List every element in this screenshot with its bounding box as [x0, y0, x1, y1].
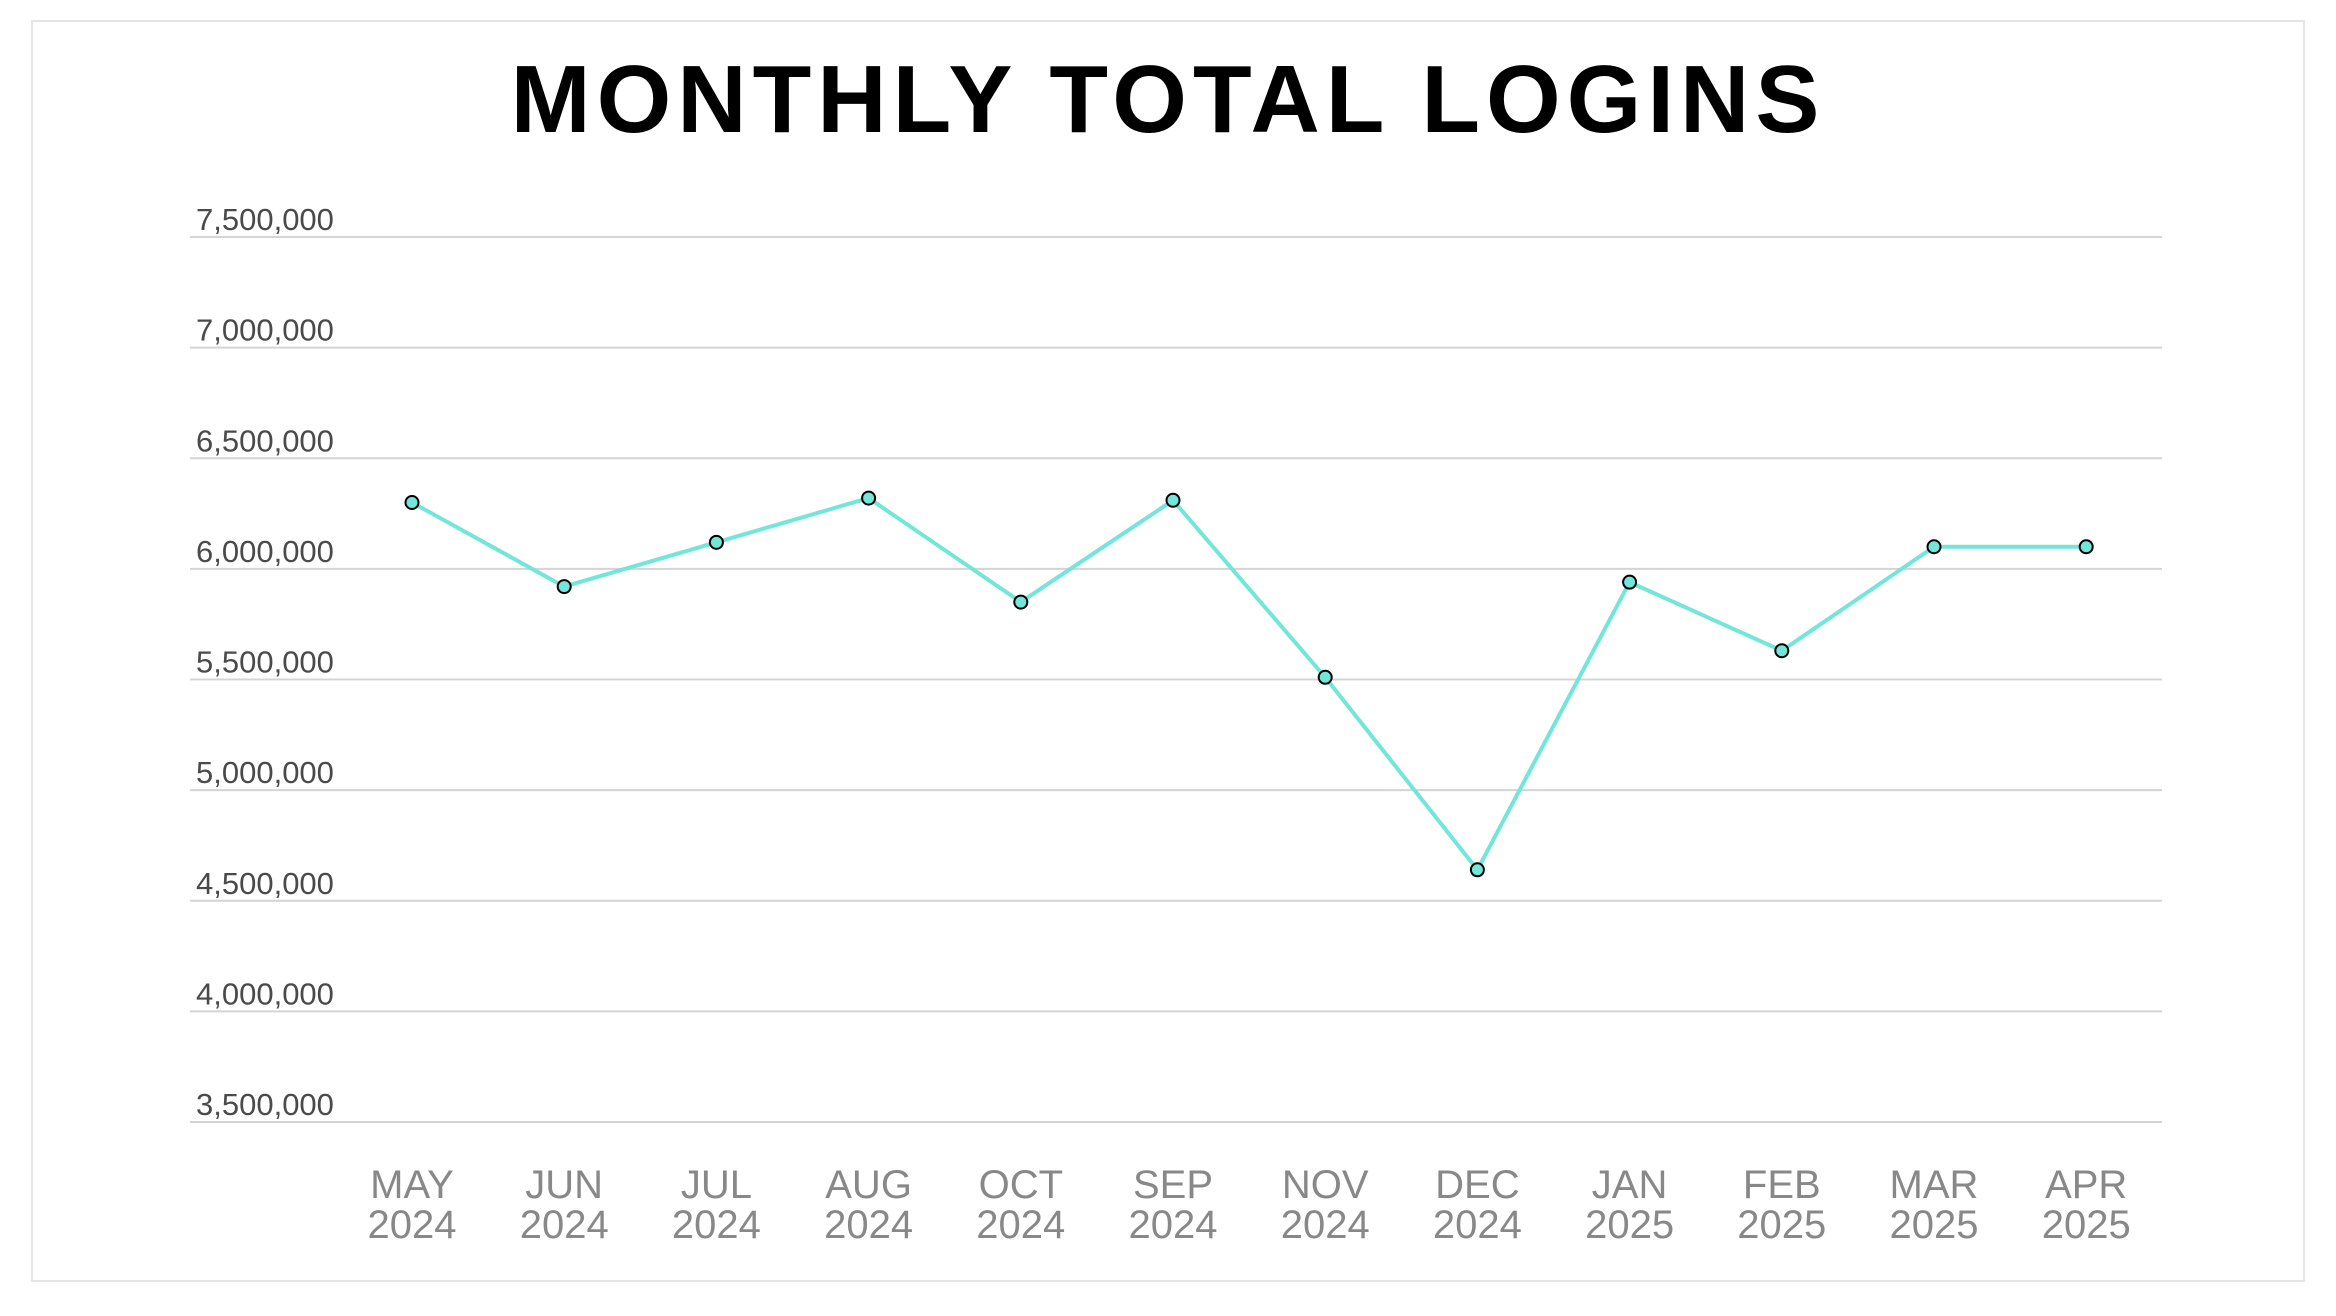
- y-tick-label: 6,000,000: [196, 534, 334, 569]
- x-tick-label: JAN 2025: [1585, 1163, 1674, 1247]
- x-tick-label: FEB 2025: [1737, 1163, 1826, 1247]
- data-point: [861, 490, 877, 506]
- data-point: [708, 534, 724, 550]
- x-tick-label: APR 2025: [2042, 1163, 2131, 1247]
- x-tick-month: NOV: [1282, 1163, 1369, 1207]
- series-line-group: [411, 496, 2087, 872]
- data-point: [404, 495, 420, 510]
- x-tick-month: APR: [2045, 1163, 2127, 1207]
- data-point: [1165, 492, 1181, 508]
- y-tick-label: 6,500,000: [196, 423, 334, 458]
- x-tick-month: SEP: [1133, 1163, 1213, 1207]
- data-point: [1774, 643, 1790, 659]
- x-tick-year: 2024: [1281, 1203, 1370, 1247]
- x-tick-month: FEB: [1743, 1163, 1821, 1207]
- y-tick-label: 7,000,000: [196, 313, 334, 348]
- x-tick-year: 2025: [1585, 1203, 1674, 1247]
- x-tick-month: JUN: [525, 1163, 603, 1207]
- x-tick-label: NOV 2024: [1281, 1163, 1370, 1247]
- x-tick-year: 2025: [1737, 1203, 1826, 1247]
- chart-title: MONTHLY TOTAL LOGINS: [510, 46, 1826, 153]
- x-tick-label: JUN 2024: [520, 1163, 609, 1247]
- x-tick-month: DEC: [1435, 1163, 1519, 1207]
- data-point: [1013, 594, 1029, 610]
- gridlines: [190, 236, 2162, 1123]
- data-point: [1926, 539, 1942, 555]
- x-tick-year: 2025: [1890, 1203, 1979, 1247]
- y-tick-label: 7,500,000: [196, 202, 334, 237]
- x-tick-year: 2024: [1433, 1203, 1522, 1247]
- x-tick-label: SEP 2024: [1129, 1163, 1218, 1247]
- x-tick-month: MAR: [1890, 1163, 1979, 1207]
- x-tick-year: 2024: [1129, 1203, 1218, 1247]
- x-tick-label: MAY 2024: [368, 1163, 457, 1247]
- y-tick-label: 3,500,000: [196, 1087, 334, 1122]
- data-point: [1317, 669, 1333, 685]
- x-tick-year: 2024: [672, 1203, 761, 1247]
- x-tick-year: 2024: [368, 1203, 457, 1247]
- x-tick-month: MAY: [370, 1163, 454, 1207]
- y-tick-label: 4,000,000: [196, 976, 334, 1011]
- y-tick-label: 4,500,000: [196, 866, 334, 901]
- x-tick-label: OCT 2024: [976, 1163, 1065, 1247]
- y-axis-tick-labels: 3,500,000 4,000,000 4,500,000 5,000,000 5,50…: [196, 202, 334, 1122]
- series-line: [411, 496, 2087, 872]
- data-point: [556, 579, 572, 595]
- x-tick-label: MAR 2025: [1890, 1163, 1979, 1247]
- data-point: [2078, 539, 2094, 555]
- x-tick-year: 2025: [2042, 1203, 2131, 1247]
- x-tick-label: DEC 2024: [1433, 1163, 1522, 1247]
- x-tick-label: AUG 2024: [824, 1163, 913, 1247]
- x-tick-label: JUL 2024: [672, 1163, 761, 1247]
- data-point: [1469, 862, 1485, 878]
- data-points: [404, 490, 2094, 878]
- x-tick-month: JAN: [1592, 1163, 1668, 1207]
- data-point: [1622, 574, 1638, 590]
- chart-frame: [31, 20, 2305, 1282]
- x-tick-month: JUL: [681, 1163, 752, 1207]
- y-tick-label: 5,000,000: [196, 755, 334, 790]
- x-tick-month: AUG: [825, 1163, 912, 1207]
- x-tick-year: 2024: [824, 1203, 913, 1247]
- y-tick-label: 5,500,000: [196, 645, 334, 680]
- x-tick-year: 2024: [976, 1203, 1065, 1247]
- x-tick-year: 2024: [520, 1203, 609, 1247]
- x-tick-month: OCT: [979, 1163, 1063, 1207]
